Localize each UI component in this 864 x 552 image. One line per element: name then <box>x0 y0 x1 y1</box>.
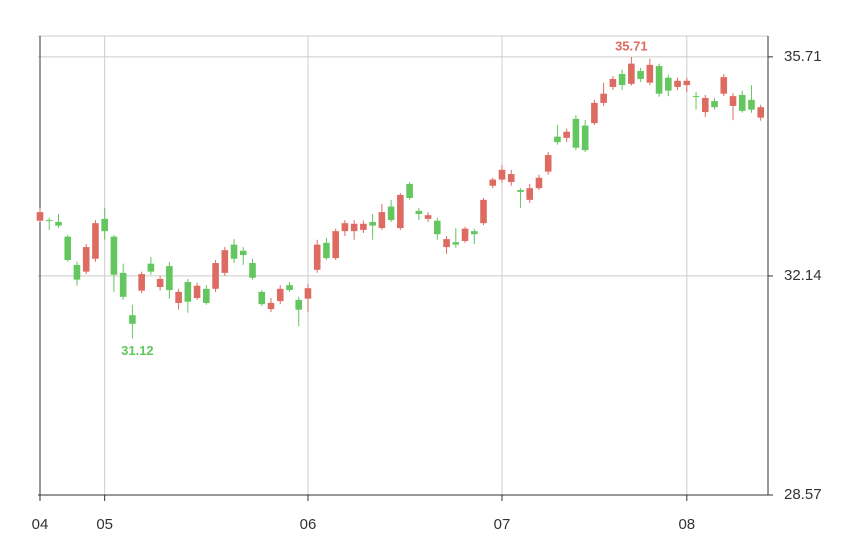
candle-body <box>591 102 598 124</box>
min-label: 31.12 <box>121 343 154 358</box>
candle-body <box>563 131 570 138</box>
candle-body <box>701 97 709 113</box>
candle-body <box>221 250 229 273</box>
candle-body <box>480 199 487 224</box>
candle-body <box>193 285 201 299</box>
x-tick-label: 07 <box>494 516 511 533</box>
candle-body <box>729 96 737 106</box>
candle-body <box>452 242 460 245</box>
candle-body <box>119 272 127 297</box>
candle-body <box>101 218 108 232</box>
candle-body <box>147 263 155 272</box>
candle-body <box>203 288 210 303</box>
candle-body <box>295 299 303 310</box>
candle-body <box>184 282 192 302</box>
y-tick-label: 28.57 <box>784 486 822 503</box>
candle-body <box>692 96 700 98</box>
candle-body <box>628 63 635 84</box>
candle-body <box>498 169 506 180</box>
candle-body <box>156 279 164 287</box>
candle-body <box>239 250 247 256</box>
candle-body <box>757 107 765 118</box>
candle-body <box>378 212 386 229</box>
candle-body <box>665 77 672 91</box>
candle-body <box>655 66 663 94</box>
candle-body <box>397 194 404 229</box>
candle-body <box>748 99 755 110</box>
candle-body <box>45 220 53 222</box>
candle-body <box>313 244 321 270</box>
candle-body <box>175 291 182 303</box>
candle-body <box>323 242 330 259</box>
candle-body <box>572 118 580 148</box>
x-tick-label: 08 <box>678 516 695 533</box>
candle-body <box>470 231 478 235</box>
candle-body <box>249 263 256 278</box>
y-tick-label: 32.14 <box>784 267 822 284</box>
candle-body <box>507 174 515 183</box>
candle-body <box>738 94 746 111</box>
x-tick-label: 05 <box>96 516 113 533</box>
x-tick-label: 04 <box>32 516 49 533</box>
candle-body <box>609 78 617 87</box>
candle-body <box>554 136 561 143</box>
candle-body <box>341 223 349 232</box>
candle-body <box>82 247 90 272</box>
max-label: 35.71 <box>615 38 648 53</box>
candle-body <box>646 64 654 83</box>
candle-body <box>443 239 450 248</box>
candle-body <box>286 285 293 291</box>
candle-body <box>600 93 607 103</box>
candle-body <box>350 223 358 232</box>
candle-body <box>64 236 72 260</box>
candle-body <box>637 70 644 79</box>
candle-body <box>489 179 497 186</box>
candle-body <box>129 315 136 324</box>
candle-body <box>110 236 118 275</box>
candle-body <box>406 183 413 198</box>
candle-body <box>720 77 728 94</box>
candle-body <box>230 244 238 259</box>
candle-body <box>166 266 173 291</box>
candle-body <box>535 177 543 189</box>
candle-body <box>461 228 469 241</box>
candle-body <box>526 188 534 200</box>
candle-body <box>544 155 552 172</box>
candle-body <box>304 288 312 299</box>
candle-body <box>258 291 266 305</box>
candle-body <box>332 231 339 259</box>
candle-body <box>424 215 432 219</box>
candle-body <box>55 221 62 226</box>
candle-body <box>618 74 626 86</box>
candle-body <box>73 264 81 280</box>
candle-body <box>581 125 589 151</box>
candle-body <box>276 288 284 302</box>
candle-body <box>711 101 718 108</box>
candle-body <box>36 212 44 221</box>
x-tick-label: 06 <box>300 516 317 533</box>
candle-body <box>138 274 145 291</box>
candle-body <box>387 206 395 221</box>
y-tick-label: 35.71 <box>784 48 822 65</box>
candle-body <box>674 80 681 87</box>
candle-body <box>517 190 524 192</box>
candle-body <box>92 223 99 259</box>
candle-body <box>267 302 275 310</box>
candle-body <box>415 210 423 214</box>
candle-body <box>434 220 441 235</box>
candle-body <box>212 263 219 289</box>
candle-body <box>683 80 691 86</box>
candle-body <box>360 223 367 230</box>
candle-body <box>369 221 376 226</box>
